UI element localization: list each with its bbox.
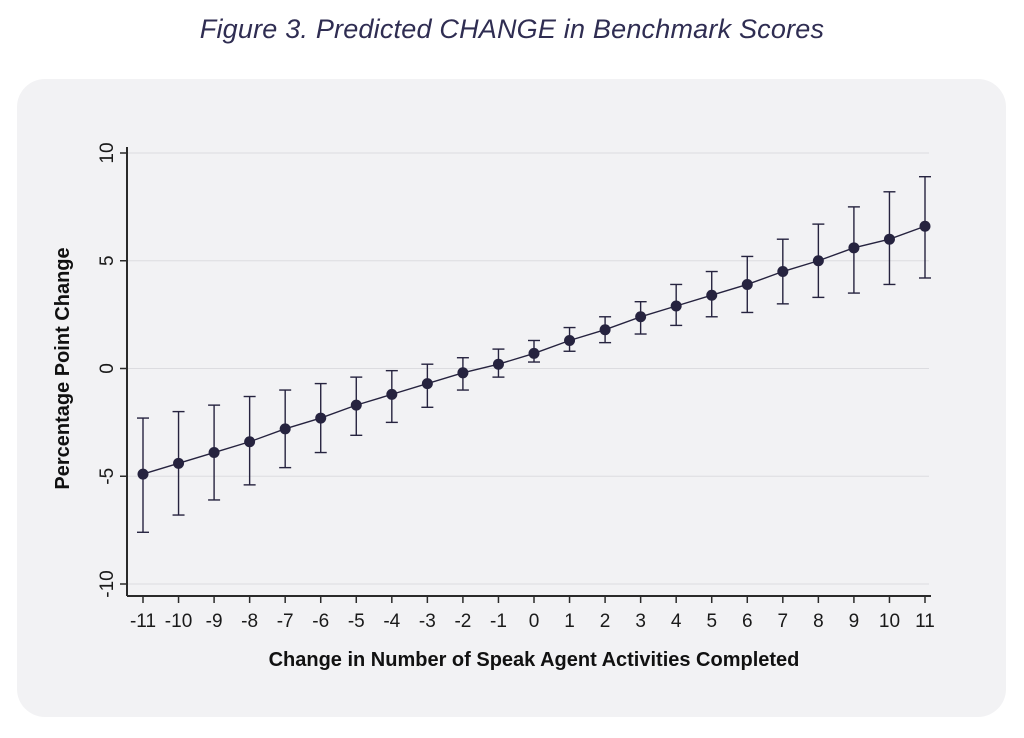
gridlines bbox=[127, 152, 929, 585]
x-tick-label: 11 bbox=[915, 611, 935, 632]
data-point bbox=[137, 468, 149, 480]
data-point bbox=[350, 399, 362, 411]
y-tick-label: 10 bbox=[97, 142, 118, 163]
data-point bbox=[279, 423, 291, 435]
y-axis-title: Percentage Point Change bbox=[52, 247, 74, 489]
x-tick-label: -7 bbox=[277, 611, 294, 632]
data-point bbox=[670, 300, 682, 312]
x-tick-label: 1 bbox=[564, 611, 575, 632]
data-point bbox=[421, 378, 433, 390]
data-point bbox=[812, 255, 824, 267]
x-tick-label: 4 bbox=[671, 611, 682, 632]
x-tick-label: -5 bbox=[348, 611, 365, 632]
x-tick-label: 7 bbox=[778, 611, 789, 632]
data-point bbox=[173, 457, 185, 469]
data-point bbox=[635, 311, 647, 323]
x-tick-label: 5 bbox=[706, 611, 717, 632]
data-point bbox=[706, 289, 718, 301]
x-tick-label: 0 bbox=[529, 611, 540, 632]
data-point bbox=[599, 324, 611, 336]
axes bbox=[126, 147, 931, 597]
x-tick-label: -8 bbox=[241, 611, 258, 632]
data-point bbox=[492, 358, 504, 370]
x-tick-label: 6 bbox=[742, 611, 753, 632]
data-point bbox=[777, 266, 789, 278]
chart-panel: -10 -5 0 5 10 -11 -10 -9 -8 -7 -6 -5 -4 -3 -2 -1 0 1 2 3 4 5 6… bbox=[17, 79, 1006, 717]
x-tick-label: 9 bbox=[849, 611, 860, 632]
x-tick-label: 3 bbox=[635, 611, 646, 632]
x-tick-label: -6 bbox=[312, 611, 329, 632]
data-point bbox=[208, 447, 220, 459]
x-tick-label: -4 bbox=[383, 611, 400, 632]
x-tick-label: -10 bbox=[165, 611, 192, 632]
data-point bbox=[528, 347, 540, 359]
x-tick-label: 10 bbox=[879, 611, 900, 632]
x-tick-label: -2 bbox=[454, 611, 471, 632]
data-point bbox=[244, 436, 256, 448]
data-point bbox=[919, 220, 931, 232]
x-tick-label: -3 bbox=[419, 611, 436, 632]
y-tick-label: -10 bbox=[97, 570, 118, 597]
data-point bbox=[315, 412, 327, 424]
y-tick-label: -5 bbox=[97, 468, 118, 485]
data-point bbox=[457, 367, 469, 379]
x-tick-label: -11 bbox=[130, 611, 156, 632]
data-point bbox=[883, 233, 895, 245]
data-point bbox=[848, 242, 860, 254]
figure-title: Figure 3. Predicted CHANGE in Benchmark … bbox=[199, 14, 825, 44]
y-tick-label: 0 bbox=[97, 363, 118, 374]
data-point bbox=[386, 388, 398, 400]
x-tick-label: 2 bbox=[600, 611, 611, 632]
x-tick-label: -1 bbox=[490, 611, 507, 632]
y-tick-label: 5 bbox=[97, 255, 118, 266]
data-point bbox=[741, 278, 753, 290]
data-point bbox=[564, 334, 576, 346]
x-tick-label: -9 bbox=[206, 611, 223, 632]
x-axis-title: Change in Number of Speak Agent Activiti… bbox=[269, 649, 800, 671]
data-points bbox=[137, 220, 931, 480]
x-tick-label: 8 bbox=[813, 611, 824, 632]
